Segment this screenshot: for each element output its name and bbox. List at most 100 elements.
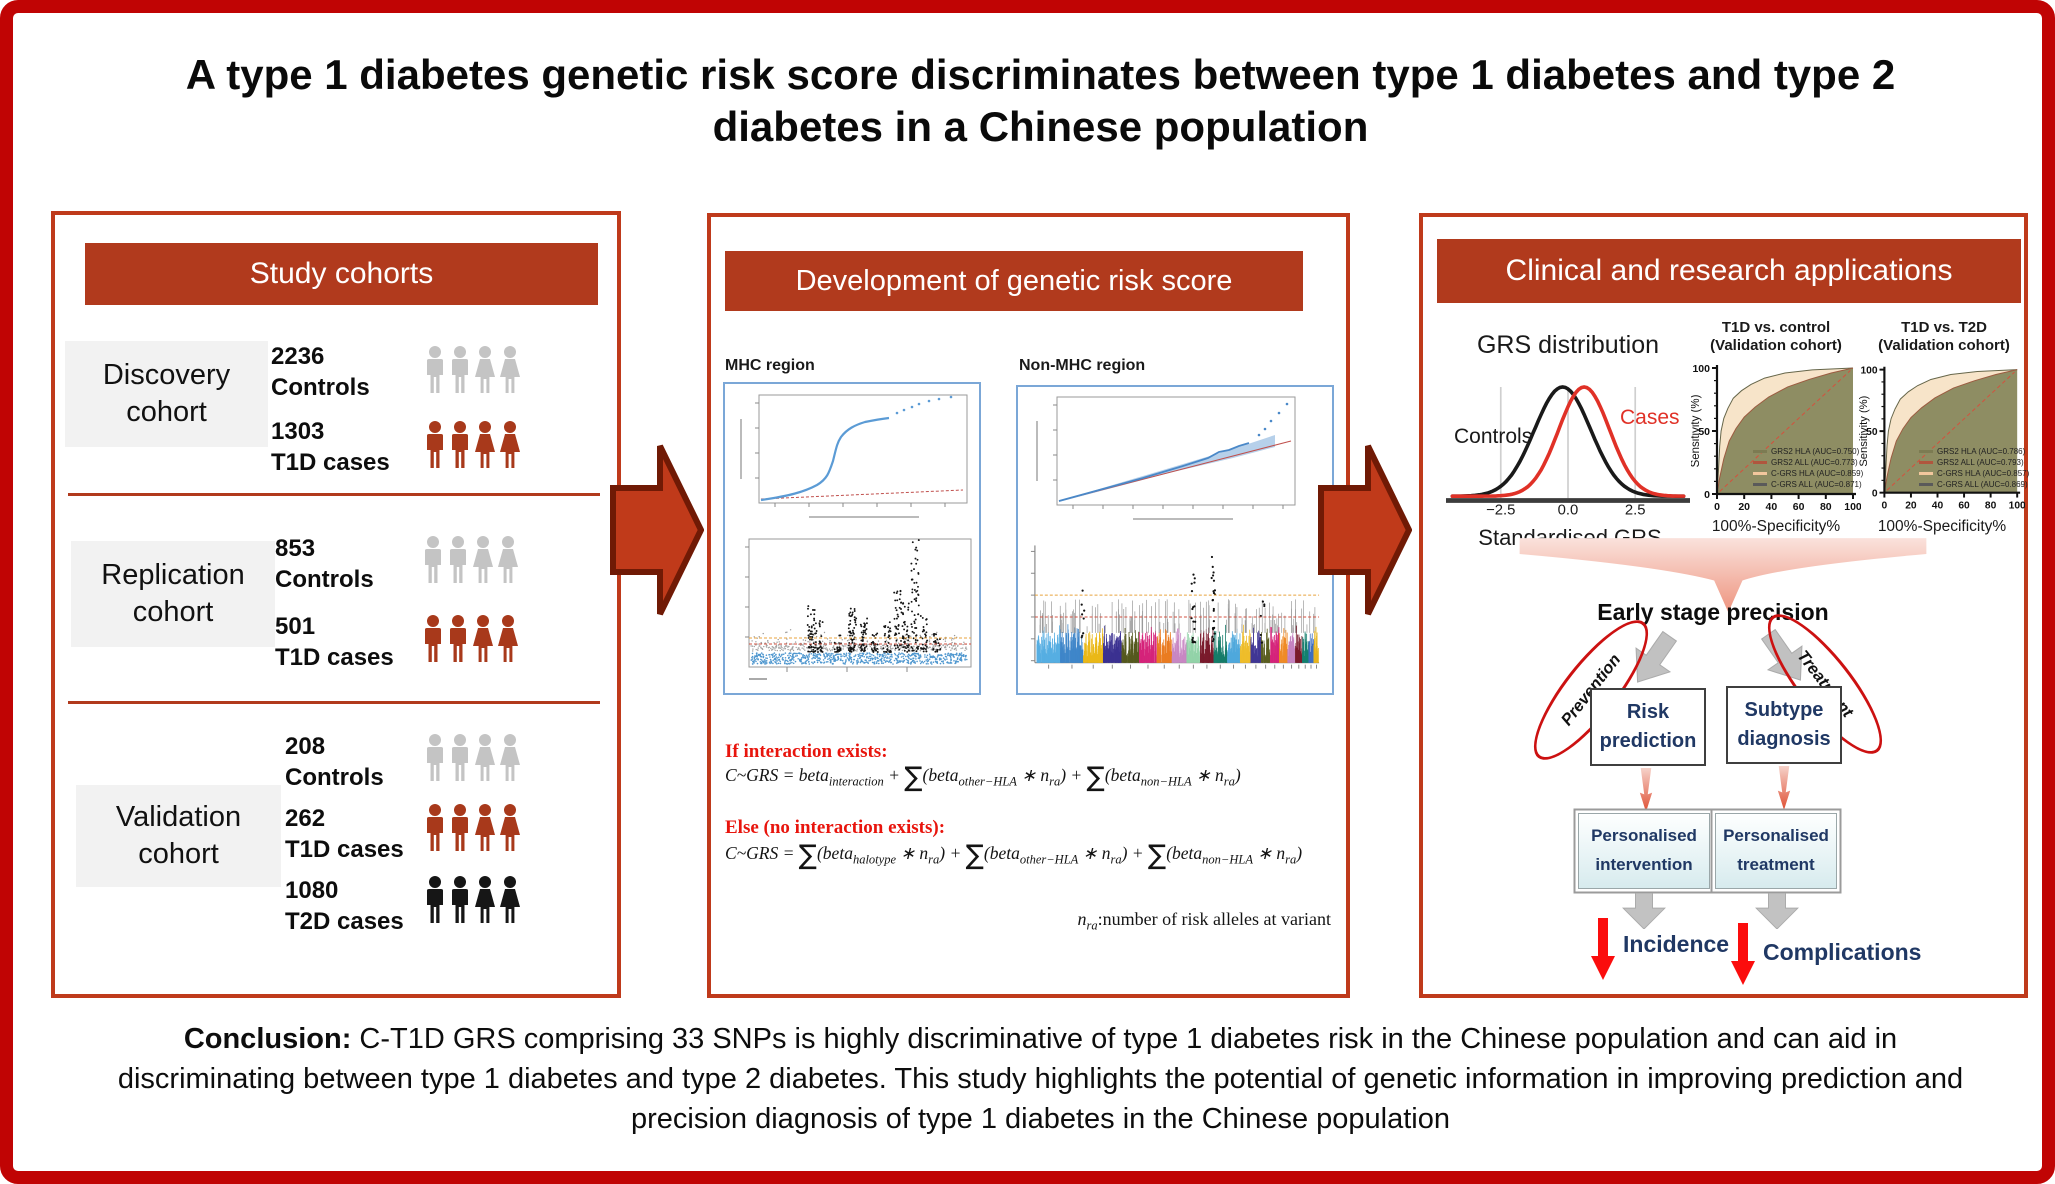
svg-text:−2.5: −2.5	[1486, 502, 1515, 515]
svg-text:100: 100	[1860, 366, 1877, 377]
validation-controls-count: 208 Controls	[285, 733, 384, 792]
people-icon-red	[421, 614, 521, 666]
legend-label: GRS2 HLA (AUC=0.786)	[1937, 447, 2026, 456]
legend-swatch	[1919, 483, 1933, 486]
grs-distribution-title: GRS distribution	[1476, 331, 1660, 359]
legend-label: C-GRS ALL (AUC=0.869)	[1937, 480, 2028, 489]
people-icon-red	[423, 803, 523, 855]
personalised-intervention-box: Personalised intervention	[1578, 813, 1710, 889]
roc2-title: T1D vs. T2D (Validation cohort)	[1878, 319, 2010, 354]
svg-text:100: 100	[2009, 500, 2025, 511]
svg-text:100: 100	[1692, 363, 1710, 375]
non-mhc-manhattan-plot	[1030, 545, 1320, 669]
legend-swatch	[1919, 450, 1933, 453]
cases-curve-label: Cases	[1620, 406, 1680, 429]
svg-text:50: 50	[1866, 427, 1878, 438]
legend-label: C-GRS HLA (AUC=0.859)	[1771, 469, 1864, 478]
taper-arrow-icon	[1639, 768, 1653, 812]
subtype-diagnosis-box: Subtype diagnosis	[1726, 686, 1842, 764]
development-header-label: Development of genetic risk score	[795, 264, 1233, 297]
roc2-legend: GRS2 HLA (AUC=0.786) GRS2 ALL (AUC=0.793)…	[1919, 447, 2029, 489]
discovery-t1d-count: 1303 T1D cases	[271, 418, 390, 477]
cohort-divider	[68, 493, 600, 496]
svg-text:0: 0	[1872, 489, 1878, 500]
people-icon-gray	[423, 345, 523, 397]
personalised-treatment-box: Personalised treatment	[1715, 813, 1837, 889]
legend-label: C-GRS ALL (AUC=0.871)	[1771, 480, 1862, 489]
legend-label: GRS2 HLA (AUC=0.750)	[1771, 447, 1860, 456]
people-icon-black	[423, 875, 523, 927]
cohort-divider	[68, 701, 600, 704]
validation-t2d-count: 1080 T2D cases	[285, 877, 404, 936]
validation-t1d-count: 262 T1D cases	[285, 805, 404, 864]
non-mhc-region-label: Non-MHC region	[1019, 357, 1146, 374]
replication-controls-count: 853 Controls	[275, 535, 374, 594]
roc-legend-item: C-GRS ALL (AUC=0.869)	[1919, 480, 2029, 489]
people-icon-red	[423, 420, 523, 472]
conclusion-body: C-T1D GRS comprising 33 SNPs is highly d…	[117, 1023, 1964, 1136]
gray-arrow-down-icon	[1755, 893, 1799, 929]
risk-prediction-box: Risk prediction	[1590, 688, 1706, 766]
grs-distribution-plot: −2.5 0.0 2.5	[1446, 385, 1690, 515]
red-arrow-down-icon	[1731, 923, 1755, 985]
page-title: A type 1 diabetes genetic risk score dis…	[185, 51, 1896, 151]
formula-no-interaction: C~GRS = ∑(betahalotype ∗ nra) + ∑(betaot…	[725, 840, 1303, 871]
legend-swatch	[1753, 461, 1767, 464]
formula-footnote: nra:number of risk alleles at variant	[1077, 909, 1331, 933]
applications-header-label: Clinical and research applications	[1505, 254, 1953, 287]
non-mhc-qq-plot	[1036, 396, 1296, 520]
roc-legend-item: C-GRS HLA (AUC=0.857)	[1919, 469, 2029, 478]
svg-text:2.5: 2.5	[1625, 502, 1646, 515]
mhc-qq-plot	[740, 394, 968, 518]
roc2-plot: 0 50 100 0 20 40 60 80 100 Sensitivity (%)	[1859, 366, 2025, 512]
taper-arrow-icon	[1777, 766, 1791, 810]
legend-swatch	[1919, 472, 1933, 475]
roc-legend-item: GRS2 ALL (AUC=0.773)	[1753, 458, 1863, 467]
mhc-manhattan-plot	[745, 538, 972, 680]
svg-text:40: 40	[1766, 501, 1778, 513]
svg-text:0: 0	[1882, 500, 1888, 511]
svg-text:20: 20	[1905, 500, 1917, 511]
formula-interaction: C~GRS = betainteraction + ∑(betaother−HL…	[725, 762, 1241, 793]
roc1-title: T1D vs. control (Validation cohort)	[1710, 319, 1842, 354]
svg-text:Sensitivity (%): Sensitivity (%)	[1691, 394, 1702, 467]
svg-text:40: 40	[1932, 500, 1944, 511]
svg-text:0.0: 0.0	[1558, 502, 1579, 515]
legend-swatch	[1753, 472, 1767, 475]
legend-label: GRS2 ALL (AUC=0.793)	[1937, 458, 2024, 467]
conclusion-bold: Conclusion:	[183, 1023, 352, 1055]
replication-t1d-count: 501 T1D cases	[275, 613, 394, 672]
svg-text:0: 0	[1714, 501, 1720, 513]
svg-text:60: 60	[1793, 501, 1805, 513]
svg-text:100: 100	[1844, 501, 1861, 513]
development-header: Development of genetic risk score	[725, 251, 1303, 311]
people-icon-gray	[423, 733, 523, 785]
legend-swatch	[1753, 483, 1767, 486]
svg-text:60: 60	[1958, 500, 1970, 511]
replication-cohort-label: Replication cohort	[71, 541, 275, 647]
complications-label: Complications	[1763, 939, 1922, 965]
study-cohorts-header: Study cohorts	[85, 243, 598, 305]
controls-curve-label: Controls	[1454, 425, 1533, 448]
roc1-legend: GRS2 HLA (AUC=0.750) GRS2 ALL (AUC=0.773)…	[1753, 447, 1863, 489]
roc-legend-item: C-GRS HLA (AUC=0.859)	[1753, 469, 1863, 478]
roc-legend-item: C-GRS ALL (AUC=0.871)	[1753, 480, 1863, 489]
formula-if-label: If interaction exists:	[725, 741, 888, 762]
discovery-cohort-label: Discovery cohort	[65, 341, 268, 447]
roc-legend-item: GRS2 ALL (AUC=0.793)	[1919, 458, 2029, 467]
roc-legend-item: GRS2 HLA (AUC=0.786)	[1919, 447, 2029, 456]
mhc-region-label: MHC region	[725, 357, 815, 374]
people-icon-gray	[421, 535, 521, 587]
flow-arrow-right-icon	[610, 444, 704, 616]
red-arrow-down-icon	[1591, 918, 1615, 980]
gray-arrow-down-icon	[1622, 893, 1666, 929]
svg-text:20: 20	[1738, 501, 1750, 513]
roc1-xaxis-label: 100%-Specificity%	[1711, 518, 1841, 535]
svg-text:Sensitivity (%): Sensitivity (%)	[1859, 395, 1870, 466]
gray-arrow-down-left-icon	[1635, 630, 1678, 683]
gray-arrow-down-right-icon	[1760, 628, 1803, 681]
legend-swatch	[1919, 461, 1933, 464]
roc2-xaxis-label: 100%-Specificity%	[1877, 518, 2007, 535]
funnel-arrow-icon	[1519, 538, 1927, 613]
